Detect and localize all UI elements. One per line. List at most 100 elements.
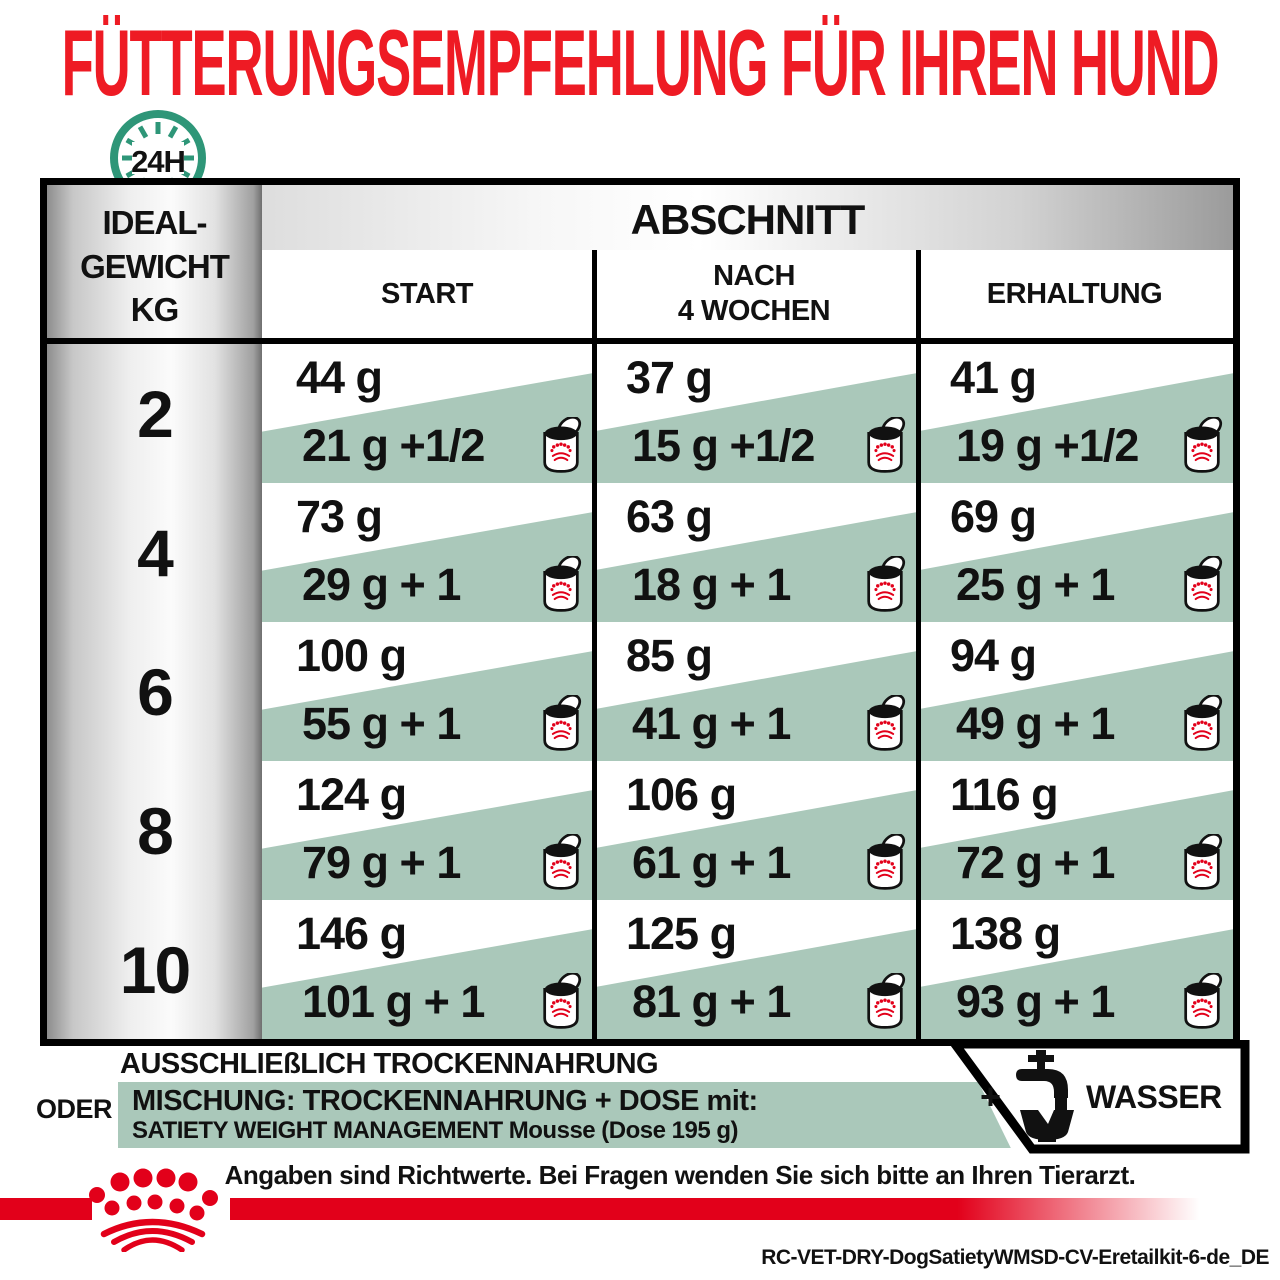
- can-icon: [1184, 695, 1223, 751]
- water-label: WASSER: [1086, 1079, 1222, 1115]
- dry-amount: 100 g: [296, 630, 407, 681]
- weight-value: 10: [119, 932, 191, 1007]
- can-icon: [867, 556, 906, 612]
- dry-amount: 116 g: [950, 769, 1059, 820]
- feeding-cell: 125 g 81 g + 1: [592, 900, 916, 1039]
- legend-dry-only: AUSSCHLIEßLICH TROCKENNAHRUNG: [120, 1048, 659, 1080]
- dry-amount: 69 g: [950, 491, 1037, 542]
- mix-amount: 61 g + 1: [632, 834, 906, 892]
- weight-column-header: IDEAL- GEWICHT KG: [47, 185, 262, 332]
- dry-amount: 37 g: [626, 352, 713, 403]
- feeding-cell: 138 g 93 g + 1: [916, 900, 1233, 1039]
- can-icon: [543, 834, 582, 890]
- feeding-cell: 41 g 19 g +1/2: [916, 344, 1233, 483]
- column-divider: [592, 250, 597, 1039]
- can-icon: [1184, 556, 1223, 612]
- feeding-cell: 116 g 72 g + 1: [916, 761, 1233, 900]
- dry-amount: 125 g: [626, 908, 737, 959]
- can-icon: [543, 417, 582, 473]
- dry-amount: 94 g: [950, 630, 1037, 681]
- dry-amount: 73 g: [296, 491, 383, 542]
- disclaimer-note: Angaben sind Richtwerte. Bei Fragen wend…: [224, 1160, 1136, 1190]
- feeding-cell: 73 g 29 g + 1: [262, 483, 592, 622]
- can-icon: [1184, 973, 1223, 1029]
- dry-amount: 124 g: [296, 769, 407, 820]
- feeding-cell: 37 g 15 g +1/2: [592, 344, 916, 483]
- table-row: 73 g 29 g + 1 63 g 18 g + 1 69 g 25 g + 1: [262, 483, 1233, 622]
- dry-amount: 85 g: [626, 630, 713, 681]
- can-icon: [867, 695, 906, 751]
- water-faucet-icon: [1016, 1050, 1074, 1142]
- mix-amount-text: 19 g +1/2: [956, 420, 1139, 471]
- header-divider: [47, 338, 1233, 344]
- dry-amount: 106 g: [626, 769, 737, 820]
- legend-mix-line2: SATIETY WEIGHT MANAGEMENT Mousse (Dose 1…: [132, 1117, 739, 1144]
- column-header-maintenance: ERHALTUNG: [986, 277, 1163, 310]
- product-code: RC-VET-DRY-DogSatietyWMSD-CV-Eretailkit-…: [761, 1246, 1269, 1269]
- dry-amount: 146 g: [296, 908, 407, 959]
- mix-amount-text: 93 g + 1: [956, 976, 1115, 1027]
- column-header-start: START: [380, 277, 474, 310]
- feeding-cell: 44 g 21 g +1/2: [262, 344, 592, 483]
- table-body: 44 g 21 g +1/2 37 g 15 g +1/2 41 g 19 g +1/…: [262, 344, 1233, 1039]
- feeding-cell: 69 g 25 g + 1: [916, 483, 1233, 622]
- royal-canin-crown-logo: [89, 1168, 218, 1252]
- mix-amount-text: 61 g + 1: [632, 837, 791, 888]
- weight-column: IDEAL- GEWICHT KG: [47, 185, 262, 1039]
- feeding-table: ABSCHNITT IDEAL- GEWICHT KG START NACH 4…: [40, 178, 1240, 1046]
- mix-amount-text: 49 g + 1: [956, 698, 1115, 749]
- weight-value: 6: [137, 654, 174, 729]
- legend-mix-box: MISCHUNG: TROCKENNAHRUNG + DOSE mit: SAT…: [118, 1082, 1011, 1148]
- weight-value: 4: [137, 515, 174, 590]
- dry-amount: 63 g: [626, 491, 713, 542]
- mix-amount: 25 g + 1: [956, 556, 1223, 614]
- feeding-cell: 94 g 49 g + 1: [916, 622, 1233, 761]
- column-headers: START NACH 4 WOCHEN ERHALTUNG: [262, 250, 1233, 338]
- table-row: 146 g 101 g + 1 125 g 81 g + 1 138 g 93 g +…: [262, 900, 1233, 1039]
- can-icon: [543, 556, 582, 612]
- red-bar-left: [0, 1198, 92, 1220]
- weight-header-line: IDEAL-: [102, 204, 208, 241]
- column-divider: [916, 250, 921, 1039]
- plus-icon: +: [980, 1076, 1002, 1117]
- mix-amount: 41 g + 1: [632, 695, 906, 753]
- table-row: 44 g 21 g +1/2 37 g 15 g +1/2 41 g 19 g +1/…: [262, 344, 1233, 483]
- mix-amount: 72 g + 1: [956, 834, 1223, 892]
- legend-mix-line1: MISCHUNG: TROCKENNAHRUNG + DOSE mit:: [132, 1085, 758, 1117]
- dry-amount: 44 g: [296, 352, 383, 403]
- feeding-cell: 85 g 41 g + 1: [592, 622, 916, 761]
- dry-amount: 138 g: [950, 908, 1061, 959]
- table-row: 124 g 79 g + 1 106 g 61 g + 1 116 g 72 g + …: [262, 761, 1233, 900]
- column-header-after-4-weeks: NACH 4 WOCHEN: [677, 260, 831, 327]
- mix-amount-text: 41 g + 1: [632, 698, 791, 749]
- mix-amount: 81 g + 1: [632, 973, 906, 1031]
- mix-amount: 29 g + 1: [302, 556, 582, 614]
- feeding-cell: 146 g 101 g + 1: [262, 900, 592, 1039]
- can-icon: [543, 695, 582, 751]
- mix-amount: 15 g +1/2: [632, 417, 906, 475]
- feeding-cell: 63 g 18 g + 1: [592, 483, 916, 622]
- mix-amount-text: 81 g + 1: [632, 976, 791, 1027]
- mix-amount: 93 g + 1: [956, 973, 1223, 1031]
- weight-header-line: GEWICHT: [80, 247, 230, 285]
- legend-or: ODER: [36, 1094, 113, 1124]
- can-icon: [1184, 417, 1223, 473]
- can-icon: [543, 973, 582, 1029]
- mix-amount: 21 g +1/2: [302, 417, 582, 475]
- mix-amount: 79 g + 1: [302, 834, 582, 892]
- weight-value: 2: [137, 376, 174, 451]
- dry-amount: 41 g: [950, 352, 1037, 403]
- mix-amount-text: 18 g + 1: [632, 559, 791, 610]
- mix-amount: 55 g + 1: [302, 695, 582, 753]
- can-icon: [867, 973, 906, 1029]
- mix-amount-text: 72 g + 1: [956, 837, 1115, 888]
- red-bar-right: [230, 1198, 1240, 1220]
- can-icon: [867, 417, 906, 473]
- mix-amount-text: 79 g + 1: [302, 837, 461, 888]
- table-row: 100 g 55 g + 1 85 g 41 g + 1 94 g 49 g + 1: [262, 622, 1233, 761]
- mix-amount-text: 21 g +1/2: [302, 420, 485, 471]
- can-icon: [1184, 834, 1223, 890]
- clock-label: 24H: [131, 144, 186, 179]
- weight-value: 8: [137, 793, 174, 868]
